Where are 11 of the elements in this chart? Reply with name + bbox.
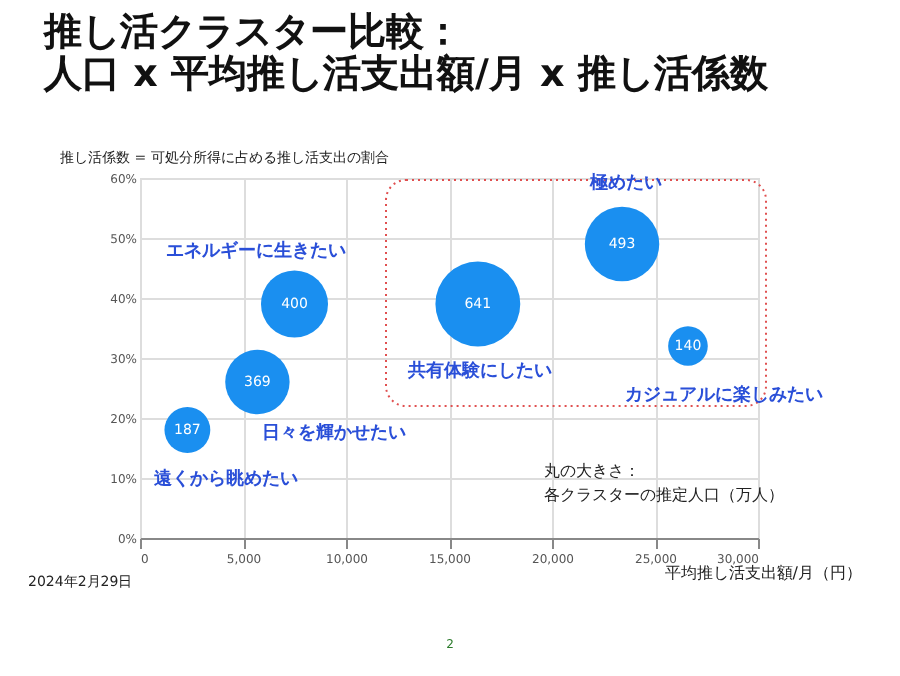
- annotation: カジュアルに楽しみたい: [625, 384, 823, 406]
- annotation: エネルギーに生きたい: [166, 240, 346, 262]
- annotation: 共有体験にしたい: [406, 360, 552, 382]
- chart-subtitle: 人口 x 平均推し活支出額/月 x 推し活係数: [42, 52, 770, 96]
- annotation: 日々を輝かせたい: [262, 422, 406, 444]
- annotation: 各クラスターの推定人口（万人）: [544, 486, 784, 504]
- annotation: 遠くから眺めたい: [152, 468, 298, 490]
- chart-title: 推し活クラスター比較：: [42, 10, 462, 54]
- annotation: 丸の大きさ：: [544, 462, 640, 480]
- x-axis-title: 平均推し活支出額/月（円）: [664, 564, 862, 582]
- annotation: 極めたい: [588, 172, 662, 194]
